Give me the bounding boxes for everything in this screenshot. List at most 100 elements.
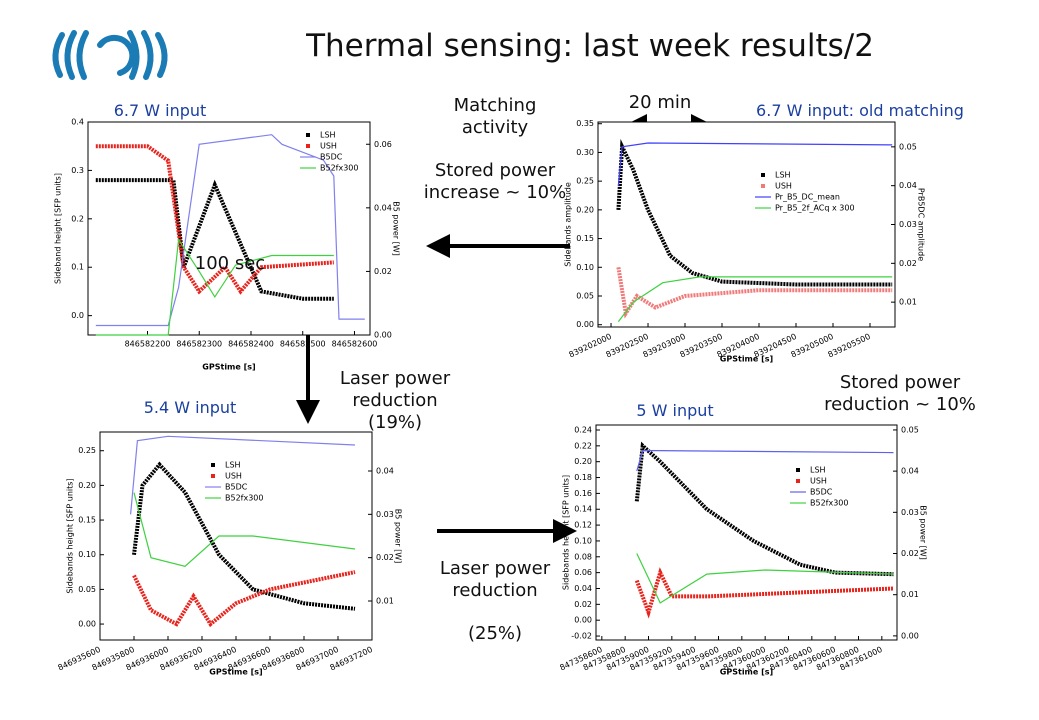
y2-axis-label: B5 power [W] [394,509,403,564]
x-tick-label: 846582200 [125,340,171,349]
logo [52,30,168,80]
legend-label: B52fx300 [225,494,264,503]
x-tick-label: 846582400 [228,340,274,349]
y2-tick-label: 0.05 [901,425,919,434]
y2-axis-label: PrB5DC amplitude [917,188,926,261]
legend-swatch [761,184,765,188]
x-tick-label: 839205500 [827,332,872,360]
y-tick-label: 0.20 [78,481,96,490]
legend-label: LSH [775,171,791,180]
legend-label: B52fx300 [320,164,359,173]
legend-swatch [211,463,215,467]
y-axis-label: Sideband height [SFP units] [54,173,63,284]
series-line [133,492,356,567]
y-tick-label: 0.06 [574,568,592,577]
legend-label: B5DC [810,488,833,497]
series-line [132,461,356,611]
y2-tick-label: 0.02 [374,267,392,276]
y2-axis-label: B5 power [W] [392,201,401,256]
y-tick-label: 0.22 [574,441,592,450]
y2-tick-label: 0.06 [374,140,392,149]
label: 6.7 W input [113,101,207,120]
label: Laser power reduction (19%) [339,368,451,433]
label: Stored power reduction ~ 10% [824,372,976,415]
legend-swatch [796,468,800,472]
y-tick-label: 0.2 [71,214,84,223]
y-tick-label: 0.18 [574,473,592,482]
y2-tick-label: 0.04 [374,203,392,212]
y-tick-label: 0.25 [78,446,96,455]
legend-label: USH [775,182,792,191]
y2-tick-label: 0.04 [376,467,394,476]
y2-tick-label: 0.05 [899,142,917,151]
y-tick-label: 0.08 [574,552,592,561]
series-line [634,567,894,619]
series-line [95,144,334,295]
legend-label: USH [320,142,337,151]
legend-swatch [796,479,800,483]
x-tick-label: 846582300 [176,340,222,349]
label: 6.7 W input: old matching [756,101,964,120]
y2-tick-label: 0.01 [376,597,394,606]
series-line [130,435,356,515]
y-tick-label: 0.15 [78,516,96,525]
y-tick-label: 0.1 [71,263,84,272]
series-line [634,441,894,577]
label: Laser power reduction [439,558,551,601]
y-tick-label: 0.16 [574,489,592,498]
series-line [95,178,334,301]
y-tick-label: 0.3 [71,166,84,175]
label: 5.4 W input [143,398,237,417]
series-line [616,266,893,319]
legend-label: B52fx300 [810,499,849,508]
y-tick-label: 0.02 [574,600,592,609]
y2-tick-label: 0.00 [901,631,919,640]
legend-label: LSH [810,466,826,475]
y2-tick-label: 0.02 [376,553,394,562]
series-line [95,237,334,336]
y2-tick-label: 0.01 [901,590,919,599]
legend-label: USH [225,472,242,481]
legend-swatch [211,474,215,478]
y-axis-label: Sidebands height [SFP units] [562,475,571,590]
y-tick-label: 0.0 [71,311,84,320]
x-axis-label: GPStime [s] [720,668,773,677]
y-tick-label: 0.10 [576,263,594,272]
legend-label: LSH [320,131,336,140]
y-tick-label: 0.20 [576,205,594,214]
y-tick-label: 0.35 [576,119,594,128]
series-line [617,142,893,186]
y-tick-label: -0.02 [571,632,592,641]
y-tick-label: 0.00 [576,320,594,329]
y-tick-label: 0.00 [78,620,96,629]
y2-axis-label: B5 power [W] [919,505,928,560]
y-tick-label: 0.05 [78,585,96,594]
y-tick-label: 0.00 [574,616,592,625]
legend-label: LSH [225,461,241,470]
y2-tick-label: 0.02 [901,549,919,558]
y2-tick-label: 0.00 [374,331,392,340]
title: Thermal sensing: last week results/2 [306,28,874,64]
legend-label: Pr_B5_DC_mean [775,193,840,202]
y-tick-label: 0.12 [574,521,592,530]
legend-label: B5DC [225,483,248,492]
y-tick-label: 0.10 [78,550,96,559]
y-tick-label: 0.14 [574,505,592,514]
y-tick-label: 0.30 [576,148,594,157]
legend-swatch [306,144,310,148]
y-tick-label: 0.05 [576,291,594,300]
y-tick-label: 0.04 [574,584,592,593]
y-tick-label: 0.10 [574,536,592,545]
label: (25%) [467,623,523,644]
series-line [132,570,356,628]
y-tick-label: 0.24 [574,425,592,434]
y2-tick-label: 0.02 [899,259,917,268]
legend-label: B5DC [320,153,343,162]
x-axis-label: GPStime [s] [720,355,773,364]
y-tick-label: 0.4 [71,118,84,127]
y-axis-label: Sidebands height [SFP units] [66,478,75,593]
y-tick-label: 0.20 [574,457,592,466]
label: Matching activity [453,95,537,138]
y2-tick-label: 0.03 [376,510,394,519]
